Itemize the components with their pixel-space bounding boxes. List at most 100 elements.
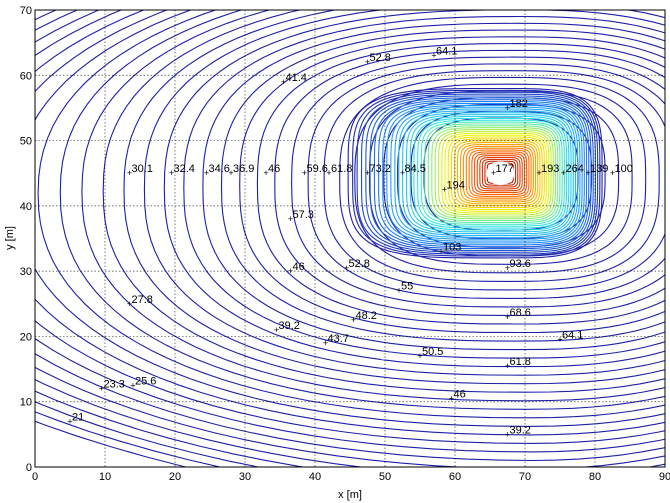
contour-line-inner xyxy=(462,145,534,201)
contour-label: 30.1 xyxy=(132,163,153,175)
label-marker: + xyxy=(491,168,496,178)
contour-line-inner xyxy=(386,104,583,242)
contour-line-inner xyxy=(390,106,581,240)
contour-line xyxy=(368,90,633,265)
contour-line-inner xyxy=(474,153,525,194)
label-marker: + xyxy=(365,57,370,67)
contour-line-inner xyxy=(456,142,539,205)
contour-line-inner xyxy=(479,156,521,190)
x-tick-label: 30 xyxy=(239,471,251,483)
contour-line-inner xyxy=(382,102,585,244)
x-tick-label: 10 xyxy=(99,471,111,483)
label-marker: + xyxy=(127,168,132,178)
label-marker: + xyxy=(204,168,209,178)
contour-line-inner xyxy=(441,132,550,214)
contour-label: 43.7 xyxy=(328,333,349,345)
contour-line-inner xyxy=(369,97,592,250)
label-marker: + xyxy=(505,429,510,439)
contour-label: 64.1 xyxy=(436,46,457,58)
label-marker: + xyxy=(323,338,328,348)
contour-label: 73.2 xyxy=(370,163,391,175)
contour-line xyxy=(59,10,665,410)
label-marker: + xyxy=(302,168,307,178)
y-tick-label: 40 xyxy=(20,201,32,213)
contour-line-inner xyxy=(465,147,532,199)
contour-line xyxy=(163,10,665,368)
contour-label: 61.8 xyxy=(331,163,352,175)
contour-label: 50.5 xyxy=(422,346,443,358)
contour-line xyxy=(123,10,665,385)
contour-label: 36.9 xyxy=(233,163,254,175)
contour-label: 21 xyxy=(72,411,84,423)
label-marker: + xyxy=(344,263,349,273)
x-tick-label: 60 xyxy=(449,471,461,483)
contour-label: 55 xyxy=(401,281,413,293)
label-marker: + xyxy=(263,168,268,178)
plot-frame xyxy=(34,9,666,468)
label-marker: + xyxy=(228,168,233,178)
y-axis-ticks: 0 10 20 30 40 50 60 70 xyxy=(20,5,32,474)
label-marker: + xyxy=(365,168,370,178)
x-tick-label: 70 xyxy=(519,471,531,483)
label-marker: + xyxy=(557,335,562,345)
contour-line-inner xyxy=(398,110,577,237)
contour-label: 177 xyxy=(496,163,514,175)
label-marker: + xyxy=(417,351,422,361)
x-tick-label: 20 xyxy=(169,471,181,483)
contour-label: 264 xyxy=(566,163,584,175)
contour-label: 194 xyxy=(447,180,465,192)
contour-line xyxy=(37,10,665,419)
contour-line-inner xyxy=(347,87,603,259)
label-marker: + xyxy=(274,325,279,335)
contour-label: 182 xyxy=(510,98,528,110)
contour-line-inner xyxy=(373,99,590,248)
label-marker: + xyxy=(438,247,443,257)
contour-labels: +64.1+ 52.8+ 41.4+ 182+ 30.1 +32.4 +34.6+ 36.9 +… xyxy=(67,46,632,440)
label-marker: + xyxy=(449,393,454,403)
label-marker: + xyxy=(505,361,510,371)
label-marker: + xyxy=(169,168,174,178)
contour-line xyxy=(339,76,660,282)
y-tick-label: 10 xyxy=(20,397,32,409)
contour-line-inner xyxy=(378,101,588,246)
contour-label: 52.8 xyxy=(349,258,370,270)
contour-line-inner xyxy=(468,149,530,197)
label-marker: + xyxy=(281,77,286,87)
label-marker: + xyxy=(536,168,541,178)
contour-line-inner xyxy=(405,114,572,233)
label-marker: + xyxy=(505,312,510,322)
contour-line xyxy=(323,70,665,291)
label-marker: + xyxy=(351,315,356,325)
y-tick-label: 60 xyxy=(20,70,32,82)
contour-label: 32.4 xyxy=(174,163,195,175)
label-marker: + xyxy=(396,286,401,296)
label-marker: + xyxy=(99,384,104,394)
contour-line-inner xyxy=(476,155,523,192)
contour-line xyxy=(143,10,665,376)
contour-line-inner xyxy=(453,140,541,207)
contour-label: 48.2 xyxy=(356,310,377,322)
x-tick-label: 0 xyxy=(32,471,38,483)
contour-line xyxy=(256,43,665,325)
contour-label: 68.6 xyxy=(510,307,531,319)
contour-line xyxy=(183,15,665,359)
contour-label: 46 xyxy=(293,261,305,273)
contour-label: 139 xyxy=(590,163,608,175)
label-marker: + xyxy=(326,168,331,178)
contour-label: 64.1 xyxy=(562,330,583,342)
contour-line xyxy=(307,63,665,299)
contour-line xyxy=(383,97,620,257)
y-tick-label: 30 xyxy=(20,266,32,278)
y-tick-label: 50 xyxy=(20,136,32,148)
x-tick-label: 80 xyxy=(589,471,601,483)
contour-line xyxy=(220,29,665,342)
contour-label: 61.8 xyxy=(510,356,531,368)
contour-line-inner xyxy=(413,117,568,229)
label-marker: + xyxy=(400,168,405,178)
contour-line-inner xyxy=(427,125,559,222)
contour-label: 193 xyxy=(541,163,559,175)
contour-line-inner xyxy=(402,112,574,235)
x-axis-label: x [m] xyxy=(338,489,362,501)
contour-label: 100 xyxy=(615,163,633,175)
contour-line xyxy=(354,83,647,274)
